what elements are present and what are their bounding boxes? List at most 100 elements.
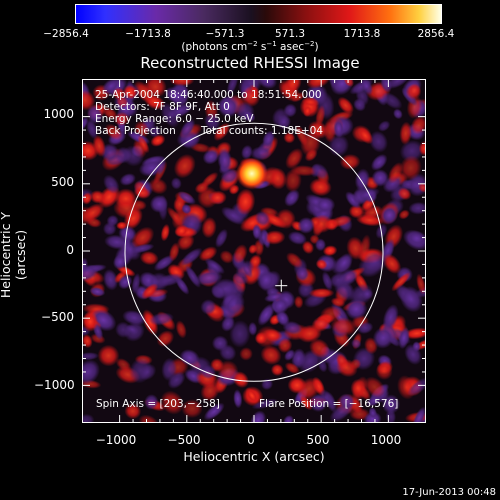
positive-speckle bbox=[315, 105, 326, 128]
negative-speckle bbox=[148, 312, 174, 326]
positive-speckle bbox=[299, 395, 313, 411]
colorbar-tick: 571.3 bbox=[274, 28, 306, 40]
negative-speckle bbox=[412, 341, 421, 352]
negative-speckle bbox=[156, 156, 167, 176]
positive-speckle bbox=[131, 226, 155, 249]
negative-speckle bbox=[382, 304, 399, 331]
negative-speckle bbox=[170, 177, 182, 190]
negative-speckle bbox=[233, 389, 243, 409]
negative-speckle bbox=[177, 191, 196, 205]
y-tick-label: 500 bbox=[51, 175, 74, 189]
negative-speckle bbox=[377, 120, 391, 132]
y-tick-label: −500 bbox=[41, 310, 74, 324]
positive-speckle bbox=[277, 337, 293, 353]
positive-speckle bbox=[306, 79, 331, 89]
negative-speckle bbox=[144, 394, 159, 410]
negative-speckle bbox=[283, 415, 294, 423]
negative-speckle bbox=[181, 203, 192, 215]
positive-speckle bbox=[285, 148, 304, 170]
negative-speckle bbox=[164, 86, 188, 105]
positive-speckle bbox=[322, 245, 338, 257]
positive-speckle bbox=[239, 347, 253, 361]
positive-speckle bbox=[168, 242, 180, 262]
negative-speckle bbox=[254, 210, 271, 227]
positive-speckle bbox=[348, 204, 365, 219]
x-axis-label: Heliocentric X (arcsec) bbox=[183, 449, 325, 464]
positive-speckle bbox=[141, 283, 159, 300]
colorbar-tick: −1713.8 bbox=[125, 28, 171, 40]
negative-speckle bbox=[330, 79, 354, 96]
negative-speckle bbox=[399, 140, 425, 162]
positive-speckle bbox=[284, 362, 300, 374]
positive-speckle bbox=[387, 162, 404, 184]
positive-speckle bbox=[364, 376, 386, 398]
positive-speckle bbox=[233, 244, 248, 264]
map-speckle bbox=[82, 79, 426, 423]
positive-speckle bbox=[241, 86, 261, 107]
y-axis-label: Heliocentric Y (arcsec) bbox=[0, 212, 28, 299]
positive-speckle bbox=[416, 273, 426, 295]
negative-speckle bbox=[185, 265, 201, 288]
positive-speckle bbox=[137, 135, 150, 154]
negative-speckle bbox=[282, 320, 303, 335]
negative-speckle bbox=[407, 377, 426, 396]
positive-speckle bbox=[295, 125, 308, 146]
positive-speckle bbox=[293, 295, 304, 309]
negative-speckle bbox=[381, 394, 401, 414]
positive-speckle bbox=[113, 112, 130, 126]
positive-speckle bbox=[102, 107, 118, 120]
negative-speckle bbox=[153, 254, 175, 271]
positive-speckle bbox=[89, 190, 106, 204]
negative-speckle bbox=[219, 344, 237, 361]
negative-speckle bbox=[241, 144, 253, 160]
negative-speckle bbox=[363, 251, 387, 272]
positive-speckle bbox=[262, 328, 283, 342]
negative-speckle bbox=[119, 173, 136, 186]
negative-speckle bbox=[311, 163, 329, 180]
positive-speckle bbox=[301, 97, 320, 107]
positive-speckle bbox=[286, 252, 303, 269]
negative-speckle bbox=[360, 79, 374, 96]
positive-speckle bbox=[200, 380, 220, 402]
positive-speckle bbox=[133, 181, 147, 194]
positive-speckle bbox=[309, 338, 330, 359]
negative-speckle bbox=[200, 364, 217, 380]
y-tick-label: −1000 bbox=[34, 378, 75, 392]
positive-speckle bbox=[357, 127, 374, 145]
negative-speckle bbox=[217, 147, 232, 173]
positive-speckle bbox=[350, 378, 366, 398]
negative-speckle bbox=[398, 327, 410, 350]
x-tick-label: −1000 bbox=[95, 433, 137, 447]
negative-speckle bbox=[89, 286, 106, 297]
negative-speckle bbox=[257, 303, 275, 326]
x-tick-label: 1000 bbox=[370, 433, 402, 447]
negative-speckle bbox=[393, 108, 403, 120]
positive-speckle bbox=[160, 390, 184, 415]
positive-speckle bbox=[116, 221, 128, 230]
positive-speckle bbox=[181, 399, 203, 419]
negative-speckle bbox=[370, 154, 388, 171]
spin-axis-label: Spin Axis = [203,−258] bbox=[96, 398, 220, 410]
positive-speckle bbox=[399, 121, 412, 145]
negative-speckle bbox=[103, 269, 119, 291]
negative-speckle bbox=[241, 262, 254, 279]
positive-speckle bbox=[398, 209, 410, 220]
negative-speckle bbox=[399, 286, 423, 313]
positive-speckle bbox=[82, 311, 99, 332]
negative-speckle bbox=[167, 371, 186, 389]
negative-speckle bbox=[86, 118, 98, 140]
negative-speckle bbox=[204, 258, 225, 275]
negative-speckle bbox=[179, 118, 196, 139]
negative-speckle bbox=[102, 222, 117, 236]
positive-speckle bbox=[330, 317, 357, 336]
positive-speckle bbox=[375, 362, 393, 380]
positive-speckle bbox=[328, 215, 353, 228]
positive-speckle bbox=[144, 94, 165, 110]
negative-speckle bbox=[149, 194, 169, 213]
colorbar-tick: −2856.4 bbox=[43, 28, 89, 40]
negative-speckle bbox=[354, 168, 370, 192]
total-counts-label: Total counts: 1.18E+04 bbox=[201, 125, 324, 137]
positive-speckle bbox=[339, 153, 361, 170]
positive-speckle bbox=[82, 90, 96, 111]
colorbar-tick: −571.3 bbox=[205, 28, 245, 40]
